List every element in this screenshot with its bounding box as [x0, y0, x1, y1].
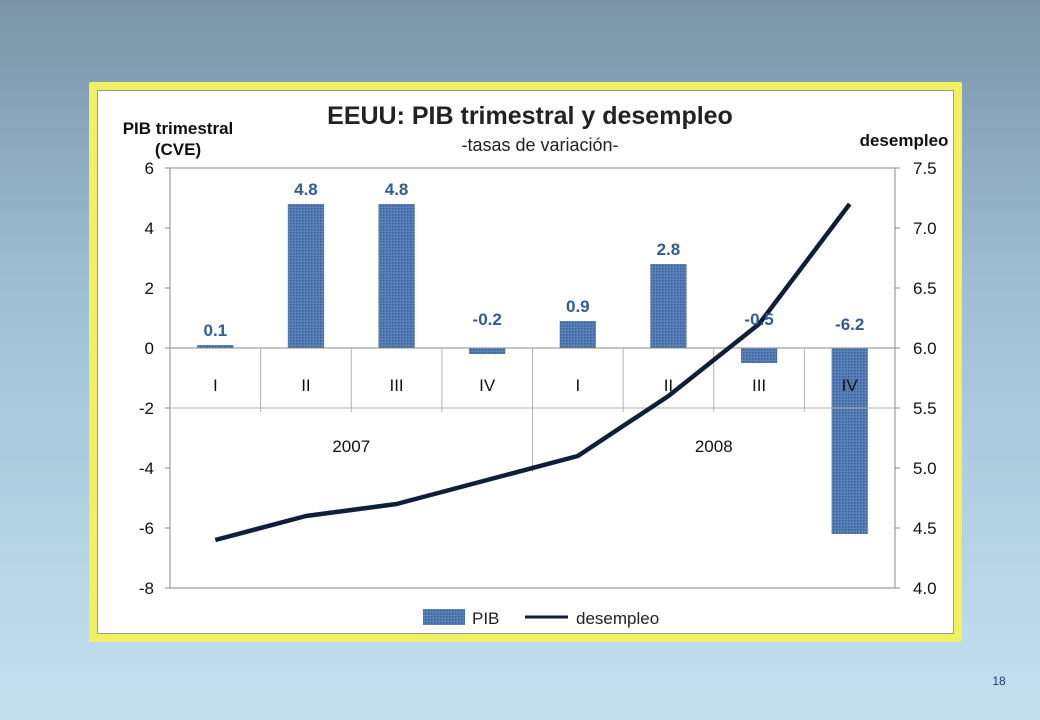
left-axis-tick-label: 0: [145, 339, 154, 358]
left-axis-tick-label: 2: [145, 279, 154, 298]
category-label: IV: [842, 376, 859, 395]
pib-bar: [740, 348, 778, 363]
legend-pib-swatch: [423, 609, 465, 625]
right-axis-tick-label: 6.5: [913, 279, 937, 298]
chart-panel: 6 4 2 0 -2 -4 -6 -8 7.5 7.0 6.5 6.0 5.5 5.0 4.5 4.0 0.1 4…: [97, 90, 954, 634]
right-axis-tick-label: 4.0: [913, 579, 937, 598]
pib-data-label: 0.1: [203, 321, 227, 340]
year-group-label: 2007: [332, 437, 370, 456]
right-axis-tick-label: 6.0: [913, 339, 937, 358]
pib-bar: [559, 321, 596, 348]
category-label: II: [301, 376, 310, 395]
category-label: III: [389, 376, 403, 395]
pib-data-label: 0.9: [566, 297, 590, 316]
left-axis-tick-label: 4: [145, 219, 154, 238]
pib-data-label: 4.8: [385, 180, 409, 199]
pib-data-label: 4.8: [294, 180, 318, 199]
right-axis-tick-label: 7.5: [913, 159, 937, 178]
year-group-label: 2008: [695, 437, 733, 456]
legend-desempleo-label: desempleo: [576, 609, 659, 628]
chart-subtitle: -tasas de variación-: [461, 135, 618, 155]
chart-frame: 6 4 2 0 -2 -4 -6 -8 7.5 7.0 6.5 6.0 5.5 5.0 4.5 4.0 0.1 4…: [89, 82, 962, 642]
pib-bar: [378, 204, 415, 348]
left-axis-tick-label: -8: [139, 579, 154, 598]
category-label: I: [213, 376, 218, 395]
pib-bar: [287, 204, 325, 348]
left-axis-tick-label: -6: [139, 519, 154, 538]
category-label: IV: [479, 376, 496, 395]
slide-number: 18: [992, 674, 1006, 688]
right-axis-tick-label: 7.0: [913, 219, 937, 238]
left-axis-tick-label: -4: [139, 459, 154, 478]
left-axis-title-line: PIB trimestral: [123, 119, 234, 138]
category-label: I: [575, 376, 580, 395]
combo-chart: 6 4 2 0 -2 -4 -6 -8 7.5 7.0 6.5 6.0 5.5 5.0 4.5 4.0 0.1 4…: [123, 102, 949, 628]
pib-data-label: 2.8: [657, 240, 681, 259]
pib-bar: [650, 264, 687, 348]
right-axis-tick-label: 5.5: [913, 399, 937, 418]
left-axis-title: PIB trimestral (CVE): [123, 119, 234, 159]
right-axis-tick-label: 4.5: [913, 519, 937, 538]
pib-bar: [197, 345, 234, 348]
plot-area-border: [169, 167, 896, 589]
category-label: III: [752, 376, 766, 395]
pib-data-label: -0.2: [473, 310, 502, 329]
chart-title: EEUU: PIB trimestral y desempleo: [327, 102, 733, 130]
pib-data-label: -6.2: [835, 315, 864, 334]
left-axis-title-line: (CVE): [155, 140, 201, 159]
left-axis-tick-label: -2: [139, 399, 154, 418]
right-axis-title: desempleo: [860, 131, 949, 150]
right-axis-tick-label: 5.0: [913, 459, 937, 478]
desempleo-line: [214, 202, 852, 543]
pib-data-label: -0.5: [744, 310, 773, 329]
pib-bar: [831, 348, 868, 534]
legend-pib-label: PIB: [472, 609, 499, 628]
left-axis-tick-label: 6: [145, 159, 154, 178]
pib-bar: [469, 348, 506, 354]
category-label: II: [664, 376, 673, 395]
